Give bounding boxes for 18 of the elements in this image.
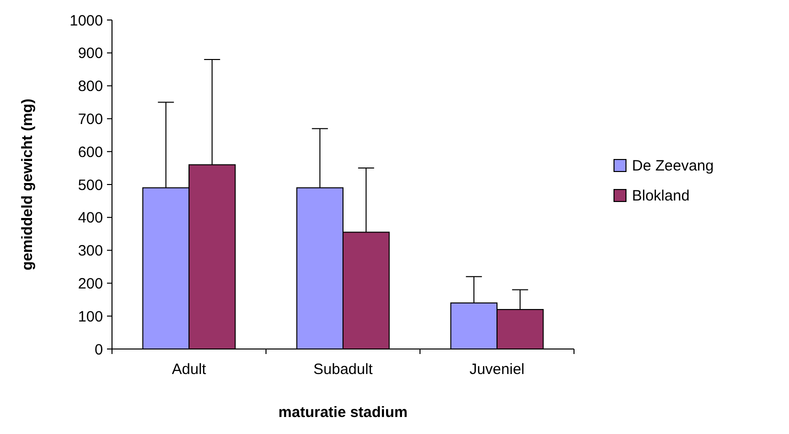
- x-tick-label: Adult: [172, 361, 207, 378]
- y-tick-label: 700: [78, 110, 103, 128]
- y-tick-label: 400: [78, 210, 103, 227]
- y-tick-label: 0: [94, 341, 103, 358]
- y-tick-label: 500: [78, 176, 103, 194]
- y-tick-label: 300: [78, 242, 103, 260]
- y-tick-label: 100: [78, 308, 103, 326]
- x-tick-label: Juveniel: [469, 361, 525, 378]
- y-tick-label: 1000: [70, 12, 103, 30]
- legend-label: Blokland: [632, 188, 690, 204]
- y-tick-label: 900: [78, 45, 103, 62]
- y-tick-label: 200: [78, 275, 103, 292]
- y-tick-label: 800: [78, 78, 103, 96]
- legend-label: De Zeevang: [632, 158, 714, 174]
- x-tick-label: Subadult: [313, 361, 374, 378]
- x-axis-title: maturatie stadium: [278, 404, 408, 421]
- y-axis-title: gemiddeld gewicht (mg): [19, 98, 36, 270]
- y-tick-label: 600: [78, 144, 103, 161]
